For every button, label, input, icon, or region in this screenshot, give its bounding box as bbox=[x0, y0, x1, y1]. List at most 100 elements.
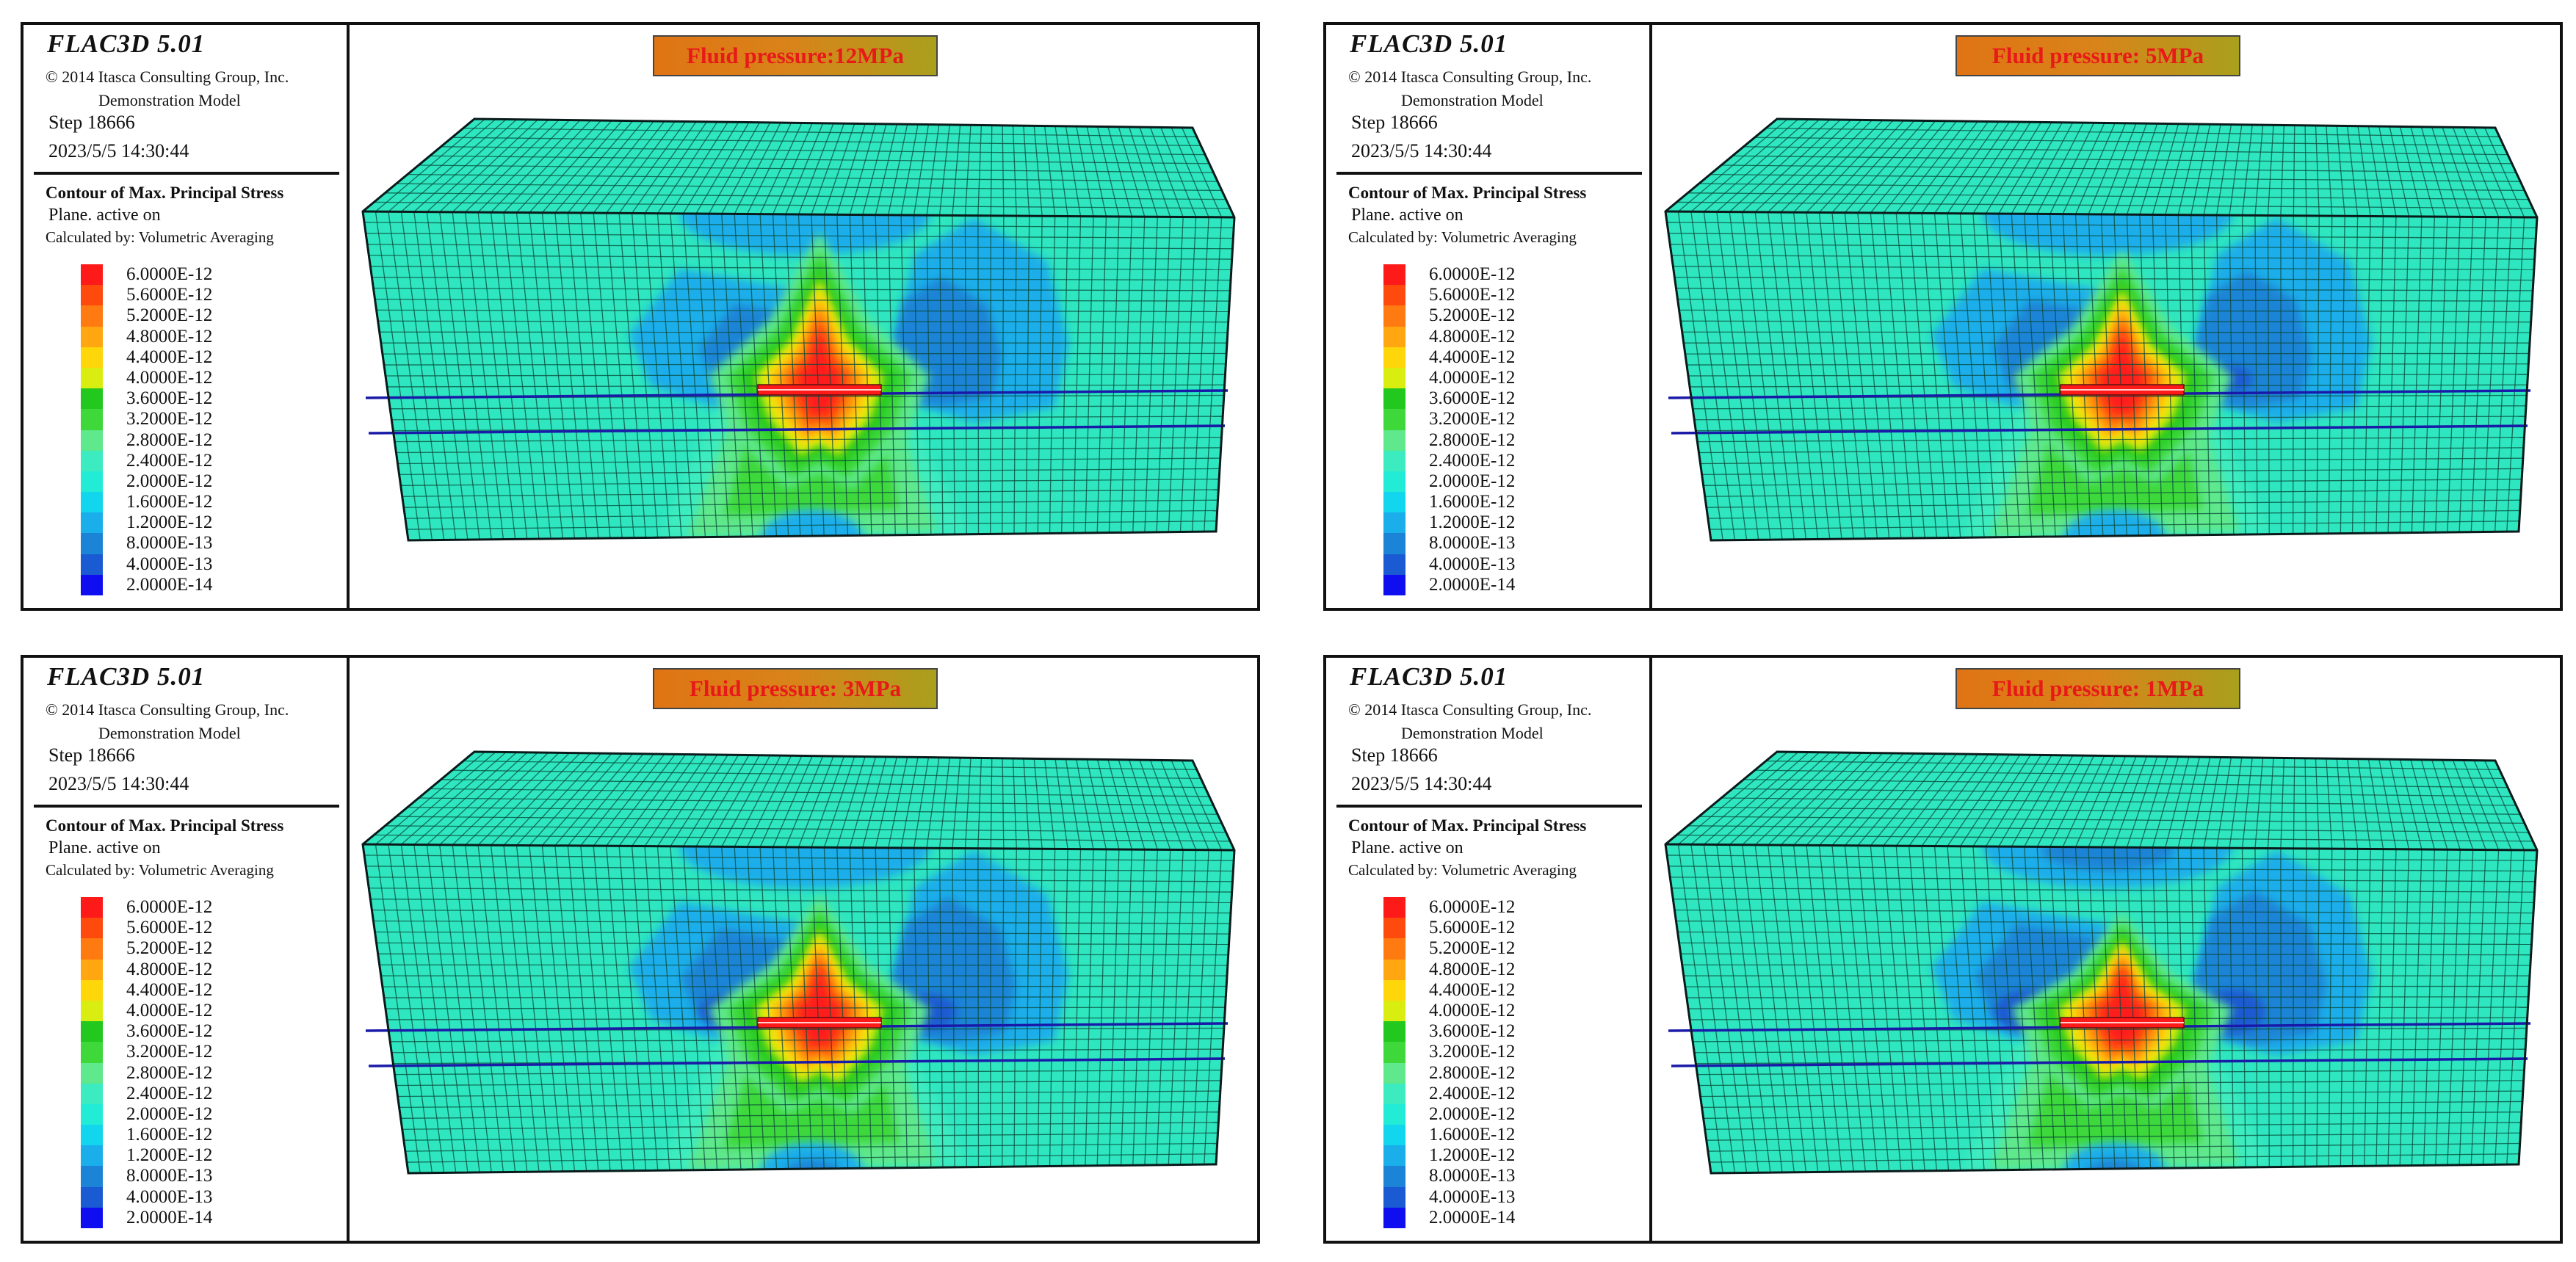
color-swatch bbox=[81, 1062, 103, 1084]
copyright-text: © 2014 Itasca Consulting Group, Inc. bbox=[1348, 68, 1592, 86]
color-level-label: 3.2000E-12 bbox=[1429, 409, 1516, 429]
color-swatch bbox=[1383, 1103, 1405, 1125]
color-level-label: 4.0000E-13 bbox=[1429, 1186, 1516, 1207]
color-swatch bbox=[1383, 1042, 1405, 1063]
color-level-label: 4.0000E-13 bbox=[1429, 554, 1516, 574]
step-number: Step 18666 bbox=[48, 744, 135, 766]
color-level-label: 2.8000E-12 bbox=[126, 1062, 213, 1083]
model-name: Demonstration Model bbox=[1401, 91, 1544, 109]
fluid-pressure-label: Fluid pressure: 1MPa bbox=[1955, 668, 2240, 709]
color-level-label: 2.8000E-12 bbox=[1429, 1062, 1516, 1083]
color-level-label: 4.4000E-12 bbox=[1429, 347, 1516, 367]
color-swatch bbox=[1383, 1166, 1405, 1187]
color-level-label: 5.2000E-12 bbox=[1429, 938, 1516, 959]
color-swatch bbox=[1383, 979, 1405, 1001]
fluid-pressure-label: Fluid pressure: 5MPa bbox=[1955, 35, 2240, 76]
color-swatch bbox=[81, 1103, 103, 1125]
stress-contour-plot bbox=[1664, 750, 2539, 1175]
color-level-label: 5.6000E-12 bbox=[126, 285, 213, 305]
color-level-label: 2.0000E-14 bbox=[126, 574, 213, 595]
color-level-label: 2.0000E-14 bbox=[1429, 1207, 1516, 1227]
color-swatch bbox=[1383, 1083, 1405, 1104]
layer-seam-lower bbox=[368, 1057, 1226, 1067]
color-level-label: 1.6000E-12 bbox=[1429, 1125, 1516, 1145]
contour-title: Contour of Max. Principal Stress bbox=[46, 184, 284, 202]
timestamp: 2023/5/5 14:30:44 bbox=[48, 773, 189, 794]
color-swatch bbox=[1383, 326, 1405, 347]
color-level-label: 3.2000E-12 bbox=[1429, 1042, 1516, 1062]
color-level-label: 8.0000E-13 bbox=[1429, 1166, 1516, 1186]
color-level-label: 4.0000E-12 bbox=[126, 367, 213, 388]
color-level-label: 1.2000E-12 bbox=[1429, 512, 1516, 533]
color-level-label: 4.8000E-12 bbox=[1429, 959, 1516, 979]
color-level-label: 1.6000E-12 bbox=[126, 492, 213, 512]
color-scale bbox=[1383, 897, 1405, 1228]
plane-status: Plane. active on bbox=[1351, 206, 1464, 225]
model-view: Fluid pressure: 3MPa bbox=[350, 658, 1257, 1241]
layer-seam-lower bbox=[1671, 1057, 2528, 1067]
color-level-label: 6.0000E-12 bbox=[126, 897, 213, 917]
legend-divider bbox=[34, 805, 339, 808]
panel-1mpa: FLAC3D 5.01 © 2014 Itasca Consulting Gro… bbox=[1323, 655, 2563, 1244]
color-scale bbox=[81, 264, 103, 595]
color-swatch bbox=[81, 409, 103, 430]
color-level-label: 4.0000E-12 bbox=[1429, 367, 1516, 388]
color-level-label: 2.0000E-12 bbox=[1429, 471, 1516, 491]
color-swatch bbox=[81, 1166, 103, 1187]
color-level-label: 4.4000E-12 bbox=[126, 347, 213, 367]
contour-title: Contour of Max. Principal Stress bbox=[46, 816, 284, 835]
color-level-label: 2.8000E-12 bbox=[1429, 429, 1516, 450]
color-swatch bbox=[1383, 1125, 1405, 1146]
stress-contour-plot bbox=[361, 750, 1236, 1175]
legend: FLAC3D 5.01 © 2014 Itasca Consulting Gro… bbox=[1326, 658, 1652, 1241]
color-level-label: 2.8000E-12 bbox=[126, 429, 213, 450]
panel-12mpa: FLAC3D 5.01 © 2014 Itasca Consulting Gro… bbox=[21, 22, 1260, 611]
fluid-pressure-label: Fluid pressure: 3MPa bbox=[653, 668, 938, 709]
copyright-text: © 2014 Itasca Consulting Group, Inc. bbox=[46, 68, 289, 86]
color-level-label: 5.2000E-12 bbox=[126, 305, 213, 326]
color-level-label: 2.4000E-12 bbox=[1429, 450, 1516, 471]
color-swatch bbox=[81, 450, 103, 471]
legend-divider bbox=[34, 172, 339, 175]
calc-method: Calculated by: Volumetric Averaging bbox=[1348, 228, 1577, 246]
color-scale-labels: 6.0000E-12 5.6000E-12 5.2000E-12 4.8000E-12… bbox=[1429, 897, 1515, 1228]
color-swatch bbox=[1383, 1145, 1405, 1167]
contour-title: Contour of Max. Principal Stress bbox=[1348, 816, 1587, 835]
color-level-label: 2.4000E-12 bbox=[126, 1083, 213, 1103]
model-view: Fluid pressure: 5MPa bbox=[1652, 25, 2560, 608]
legend: FLAC3D 5.01 © 2014 Itasca Consulting Gro… bbox=[23, 25, 350, 608]
color-scale bbox=[81, 897, 103, 1228]
app-title: FLAC3D 5.01 bbox=[47, 662, 206, 691]
stress-contour-plot bbox=[1664, 117, 2539, 542]
color-swatch bbox=[81, 897, 103, 918]
color-level-label: 5.2000E-12 bbox=[126, 938, 213, 959]
color-swatch bbox=[81, 1207, 103, 1228]
color-level-label: 5.2000E-12 bbox=[1429, 305, 1516, 326]
color-swatch bbox=[1383, 388, 1405, 410]
color-swatch bbox=[81, 918, 103, 939]
color-level-label: 3.6000E-12 bbox=[126, 1021, 213, 1042]
color-level-label: 4.8000E-12 bbox=[126, 959, 213, 979]
color-swatch bbox=[1383, 918, 1405, 939]
color-level-label: 6.0000E-12 bbox=[1429, 264, 1516, 284]
color-level-label: 2.0000E-12 bbox=[1429, 1103, 1516, 1124]
color-level-label: 3.2000E-12 bbox=[126, 1042, 213, 1062]
color-swatch bbox=[81, 305, 103, 327]
plane-status: Plane. active on bbox=[48, 838, 161, 857]
color-swatch bbox=[81, 1083, 103, 1104]
color-swatch bbox=[1383, 264, 1405, 286]
step-number: Step 18666 bbox=[1351, 112, 1438, 133]
color-level-label: 8.0000E-13 bbox=[126, 1166, 213, 1186]
color-swatch bbox=[81, 264, 103, 286]
calc-method: Calculated by: Volumetric Averaging bbox=[1348, 861, 1577, 879]
color-swatch bbox=[81, 1125, 103, 1146]
color-level-label: 5.6000E-12 bbox=[1429, 285, 1516, 305]
color-swatch bbox=[81, 471, 103, 493]
timestamp: 2023/5/5 14:30:44 bbox=[1351, 140, 1492, 162]
plane-status: Plane. active on bbox=[48, 206, 161, 225]
color-level-label: 8.0000E-13 bbox=[126, 533, 213, 554]
model-view: Fluid pressure: 1MPa bbox=[1652, 658, 2560, 1241]
color-level-label: 2.4000E-12 bbox=[1429, 1083, 1516, 1103]
color-swatch bbox=[1383, 554, 1405, 575]
color-level-label: 4.8000E-12 bbox=[126, 326, 213, 347]
